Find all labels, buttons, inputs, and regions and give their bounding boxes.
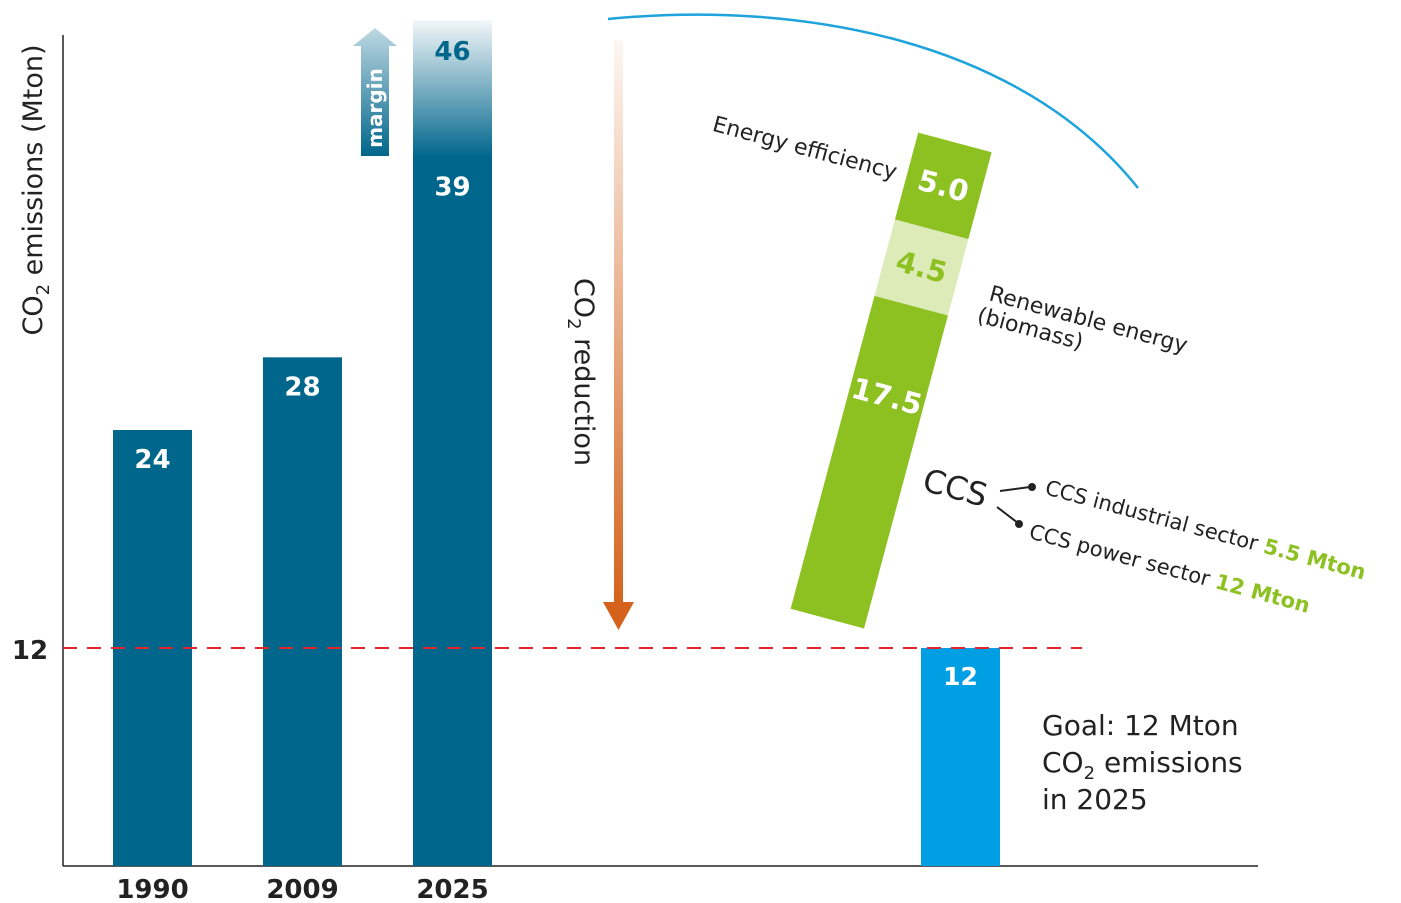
goal-bar [921,648,1000,866]
bar-2009 [263,357,342,866]
reduction-arrow [603,40,634,630]
margin-label: margin [363,68,387,148]
renewable-energy-label-group: Renewable energy (biomass) [974,282,1190,359]
target-tick-label: 12 [12,636,48,666]
reduction-label: CO2 reduction [563,278,599,466]
x-tick-label-2025: 2025 [416,875,488,903]
bar-1990 [113,430,192,866]
x-tick-label-2009: 2009 [266,875,338,903]
bar-value-label-2009: 28 [284,372,320,402]
goal-text-line1: Goal: 12 Mton [1042,709,1239,742]
stack-segment-ccs [790,295,948,629]
goal-text: Goal: 12 Mton CO2 emissions in 2025 [1042,709,1243,816]
bar-value-label-1990: 24 [134,445,170,475]
margin-extension [413,20,492,158]
stack-segment-renewable-energy [874,219,969,316]
y-axis-label: CO2 emissions (Mton) [18,44,54,335]
goal-bar-label: 12 [943,662,978,691]
goal-text-line2: CO2 emissions [1042,746,1243,784]
x-tick-label-1990: 1990 [116,875,188,903]
bar-value-label-2025: 39 [434,173,470,203]
ccs-connectors [996,483,1036,528]
margin-arrow: margin [353,28,397,156]
goal-text-line3: in 2025 [1042,783,1148,816]
energy-efficiency-label: Energy efficiency [710,112,900,185]
bar-2025 [413,157,492,866]
stack-segment-energy-efficiency [894,132,992,240]
ccs-label: CCS [919,461,992,515]
reduction-arc [607,13,1139,189]
margin-top-label: 46 [434,37,470,67]
reduction-stack: 5.0 4.5 17.5 [790,132,992,629]
